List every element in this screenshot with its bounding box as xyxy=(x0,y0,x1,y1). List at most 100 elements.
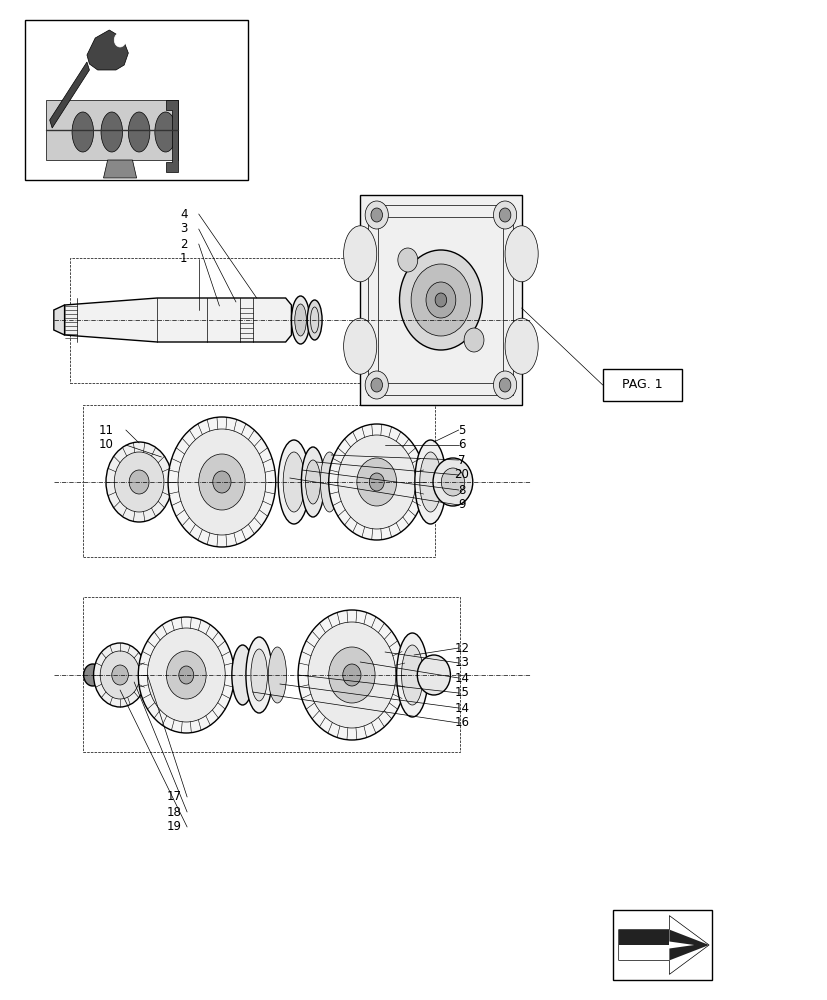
Bar xyxy=(360,195,521,405)
Ellipse shape xyxy=(320,452,338,512)
Circle shape xyxy=(179,666,194,684)
Circle shape xyxy=(425,282,455,318)
Ellipse shape xyxy=(343,318,376,374)
Circle shape xyxy=(499,208,510,222)
Ellipse shape xyxy=(396,633,428,717)
Circle shape xyxy=(399,250,481,350)
Text: 13: 13 xyxy=(454,656,469,670)
Ellipse shape xyxy=(291,296,309,344)
Circle shape xyxy=(328,424,424,540)
Circle shape xyxy=(308,622,395,728)
Ellipse shape xyxy=(128,112,150,152)
Polygon shape xyxy=(103,160,136,178)
Circle shape xyxy=(370,208,382,222)
Polygon shape xyxy=(65,298,291,342)
Ellipse shape xyxy=(72,112,93,152)
Circle shape xyxy=(198,454,245,510)
Text: 18: 18 xyxy=(166,806,181,818)
Circle shape xyxy=(493,201,516,229)
Circle shape xyxy=(213,471,231,493)
Text: 11: 11 xyxy=(98,424,113,436)
Bar xyxy=(70,258,467,383)
Ellipse shape xyxy=(504,318,538,374)
Polygon shape xyxy=(50,62,89,128)
Circle shape xyxy=(493,371,516,399)
Text: 1: 1 xyxy=(179,252,188,265)
Circle shape xyxy=(147,628,225,722)
Ellipse shape xyxy=(504,226,538,282)
Ellipse shape xyxy=(155,112,176,152)
Circle shape xyxy=(342,664,361,686)
Circle shape xyxy=(138,617,234,733)
Bar xyxy=(25,20,248,180)
Circle shape xyxy=(369,473,384,491)
Text: 16: 16 xyxy=(454,716,469,730)
Circle shape xyxy=(398,248,417,272)
Text: 3: 3 xyxy=(180,223,187,235)
Polygon shape xyxy=(618,930,668,945)
Circle shape xyxy=(365,371,388,399)
Text: 20: 20 xyxy=(454,468,469,482)
Circle shape xyxy=(356,458,396,506)
Ellipse shape xyxy=(301,447,324,517)
Ellipse shape xyxy=(343,226,376,282)
Text: 5: 5 xyxy=(458,424,465,436)
Bar xyxy=(378,217,503,383)
Ellipse shape xyxy=(268,647,286,703)
Ellipse shape xyxy=(278,440,309,524)
Circle shape xyxy=(166,651,206,699)
Text: 6: 6 xyxy=(457,438,466,452)
Polygon shape xyxy=(45,100,178,160)
Circle shape xyxy=(129,470,149,494)
Circle shape xyxy=(410,264,470,336)
Bar xyxy=(83,405,434,557)
Ellipse shape xyxy=(232,645,253,705)
Text: 10: 10 xyxy=(98,438,113,452)
Circle shape xyxy=(112,665,128,685)
Ellipse shape xyxy=(251,649,267,701)
Ellipse shape xyxy=(246,637,272,713)
Circle shape xyxy=(337,435,415,529)
Ellipse shape xyxy=(305,460,320,504)
Circle shape xyxy=(365,201,388,229)
Text: 19: 19 xyxy=(166,820,181,834)
Circle shape xyxy=(106,442,172,522)
Ellipse shape xyxy=(283,452,304,512)
Circle shape xyxy=(100,651,140,699)
Polygon shape xyxy=(618,916,708,974)
Circle shape xyxy=(114,452,164,512)
Polygon shape xyxy=(54,305,65,335)
Text: 9: 9 xyxy=(457,498,466,512)
Ellipse shape xyxy=(414,440,446,524)
Circle shape xyxy=(433,458,472,506)
Ellipse shape xyxy=(294,304,306,336)
Bar xyxy=(368,205,513,395)
Circle shape xyxy=(417,655,450,695)
Circle shape xyxy=(298,610,405,740)
Text: 14: 14 xyxy=(454,672,469,684)
Text: 12: 12 xyxy=(454,642,469,654)
Ellipse shape xyxy=(419,452,441,512)
Text: 17: 17 xyxy=(166,790,181,804)
Ellipse shape xyxy=(401,645,423,705)
Circle shape xyxy=(370,378,382,392)
Circle shape xyxy=(463,328,483,352)
Circle shape xyxy=(441,468,464,496)
Circle shape xyxy=(114,33,126,47)
Text: 4: 4 xyxy=(179,208,188,221)
Ellipse shape xyxy=(307,300,322,340)
Bar xyxy=(612,910,711,980)
Polygon shape xyxy=(668,930,708,960)
Ellipse shape xyxy=(101,112,122,152)
Circle shape xyxy=(328,647,375,703)
Text: 14: 14 xyxy=(454,702,469,714)
Bar xyxy=(83,597,459,752)
Circle shape xyxy=(178,429,265,535)
Text: 2: 2 xyxy=(179,237,188,250)
Circle shape xyxy=(168,417,275,547)
Polygon shape xyxy=(87,30,128,70)
Circle shape xyxy=(499,378,510,392)
Polygon shape xyxy=(165,100,178,172)
Text: 8: 8 xyxy=(458,484,465,496)
Text: 7: 7 xyxy=(457,454,466,466)
